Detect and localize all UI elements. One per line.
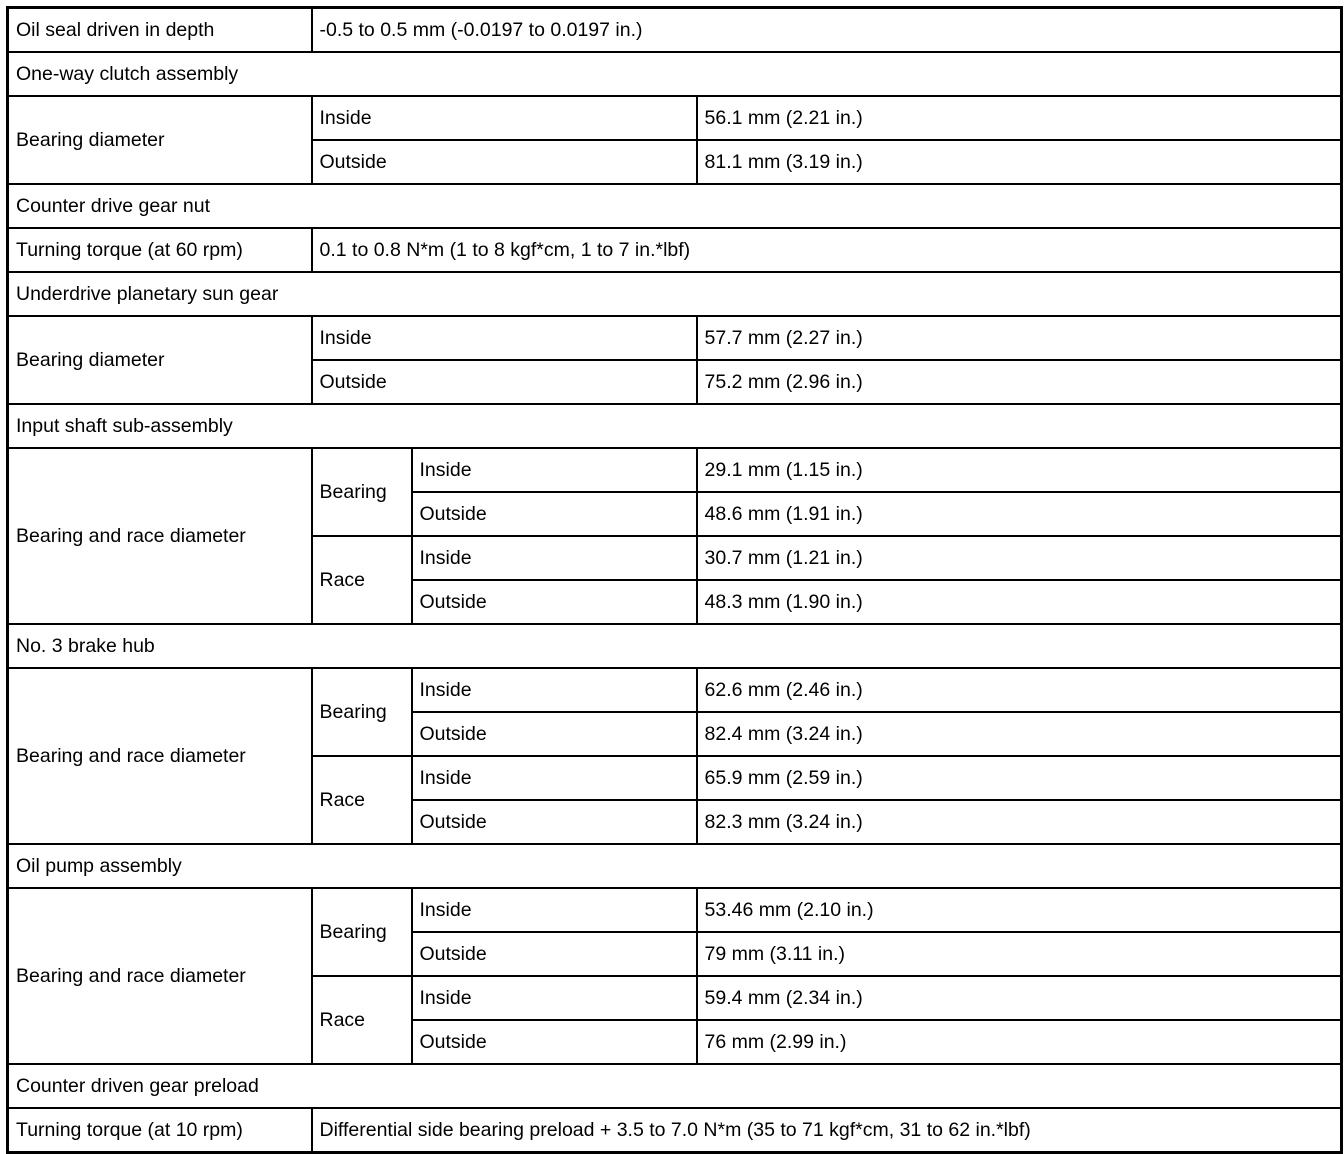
row-label: Turning torque (at 60 rpm) [6,227,313,273]
section-header: Input shaft sub-assembly [6,403,1343,449]
measurement-value: 57.7 mm (2.27 in.) [695,315,1343,361]
measurement-value: 30.7 mm (1.21 in.) [695,535,1343,581]
row-label: Turning torque (at 10 rpm) [6,1107,313,1154]
side-label: Inside [410,447,698,493]
section-header: Counter drive gear nut [6,183,1343,229]
row-label: Bearing diameter [6,95,313,185]
measurement-value: 59.4 mm (2.34 in.) [695,975,1343,1021]
section-header: Underdrive planetary sun gear [6,271,1343,317]
row-value: Differential side bearing preload + 3.5 … [310,1107,1343,1154]
section-header: One-way clutch assembly [6,51,1343,97]
row-label: Bearing diameter [6,315,313,405]
measurement-value: 75.2 mm (2.96 in.) [695,359,1343,405]
measurement-value: 65.9 mm (2.59 in.) [695,755,1343,801]
group-label: Bearing [310,447,413,537]
side-label: Outside [410,1019,698,1065]
specification-table: Oil seal driven in depth -0.5 to 0.5 mm (… [6,6,1343,1154]
side-label: Outside [310,139,698,185]
side-label: Outside [410,931,698,977]
group-label: Bearing [310,887,413,977]
measurement-value: 48.3 mm (1.90 in.) [695,579,1343,625]
side-label: Inside [410,887,698,933]
group-label: Race [310,535,413,625]
section-header: No. 3 brake hub [6,623,1343,669]
measurement-value: 76 mm (2.99 in.) [695,1019,1343,1065]
side-label: Inside [310,95,698,141]
row-value: -0.5 to 0.5 mm (-0.0197 to 0.0197 in.) [310,6,1343,53]
side-label: Outside [410,579,698,625]
row-label: Oil seal driven in depth [6,6,313,53]
side-label: Inside [310,315,698,361]
side-label: Outside [310,359,698,405]
group-label: Race [310,755,413,845]
section-header: Counter driven gear preload [6,1063,1343,1109]
row-label: Bearing and race diameter [6,447,313,625]
specification-table-body: Oil seal driven in depth -0.5 to 0.5 mm (… [6,6,1343,1154]
row-value: 0.1 to 0.8 N*m (1 to 8 kgf*cm, 1 to 7 in… [310,227,1343,273]
row-label: Bearing and race diameter [6,887,313,1065]
row-label: Bearing and race diameter [6,667,313,845]
side-label: Inside [410,667,698,713]
measurement-value: 81.1 mm (3.19 in.) [695,139,1343,185]
measurement-value: 82.4 mm (3.24 in.) [695,711,1343,757]
side-label: Outside [410,799,698,845]
measurement-value: 79 mm (3.11 in.) [695,931,1343,977]
measurement-value: 29.1 mm (1.15 in.) [695,447,1343,493]
side-label: Inside [410,535,698,581]
measurement-value: 62.6 mm (2.46 in.) [695,667,1343,713]
side-label: Inside [410,755,698,801]
group-label: Race [310,975,413,1065]
measurement-value: 82.3 mm (3.24 in.) [695,799,1343,845]
side-label: Outside [410,711,698,757]
measurement-value: 56.1 mm (2.21 in.) [695,95,1343,141]
side-label: Outside [410,491,698,537]
specification-sheet: Oil seal driven in depth -0.5 to 0.5 mm (… [6,6,1343,1154]
side-label: Inside [410,975,698,1021]
measurement-value: 53.46 mm (2.10 in.) [695,887,1343,933]
section-header: Oil pump assembly [6,843,1343,889]
measurement-value: 48.6 mm (1.91 in.) [695,491,1343,537]
group-label: Bearing [310,667,413,757]
